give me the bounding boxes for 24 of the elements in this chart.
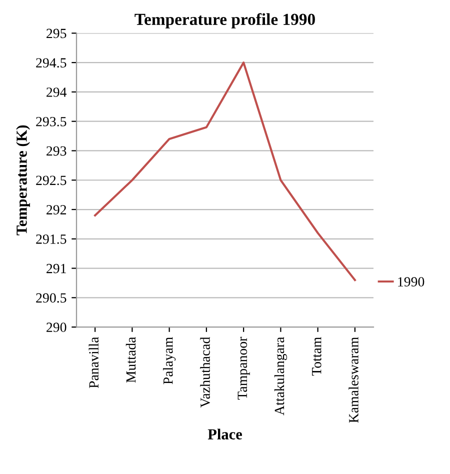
- x-tick-label: Tampanoor: [238, 336, 250, 400]
- y-tick-label: 291.5: [36, 234, 66, 244]
- y-tick-label: 291: [46, 264, 66, 274]
- x-tick-label: Tottam: [312, 337, 322, 376]
- x-tick-label: Attakulangara: [274, 336, 288, 416]
- y-tick-label: 290.5: [36, 293, 66, 303]
- y-tick-label: 293.5: [36, 116, 66, 126]
- y-tick-label: 293: [46, 146, 66, 156]
- x-axis-title: Place: [208, 428, 242, 440]
- y-tick-label: 295: [46, 28, 66, 38]
- x-tick-label: Panavilla: [88, 336, 99, 388]
- y-tick-label: 290: [46, 322, 66, 332]
- y-tick-label: 292: [46, 205, 66, 214]
- x-tick-label: Palayam: [162, 337, 176, 384]
- x-tick-label: Muttada: [126, 336, 136, 383]
- line-series: [94, 62, 356, 282]
- y-tick-label: 294: [46, 88, 67, 97]
- x-tick-label: Kamaleswaram: [348, 337, 358, 423]
- y-tick-label: 292.5: [36, 176, 66, 186]
- chart-title: Temperature profile 1990: [134, 13, 315, 28]
- x-tick-label: Vazhuthacad: [200, 336, 210, 408]
- y-axis-title: Temperature (K): [16, 125, 30, 236]
- legend-label: 1990: [398, 277, 424, 286]
- y-tick-label: 294.5: [36, 58, 66, 68]
